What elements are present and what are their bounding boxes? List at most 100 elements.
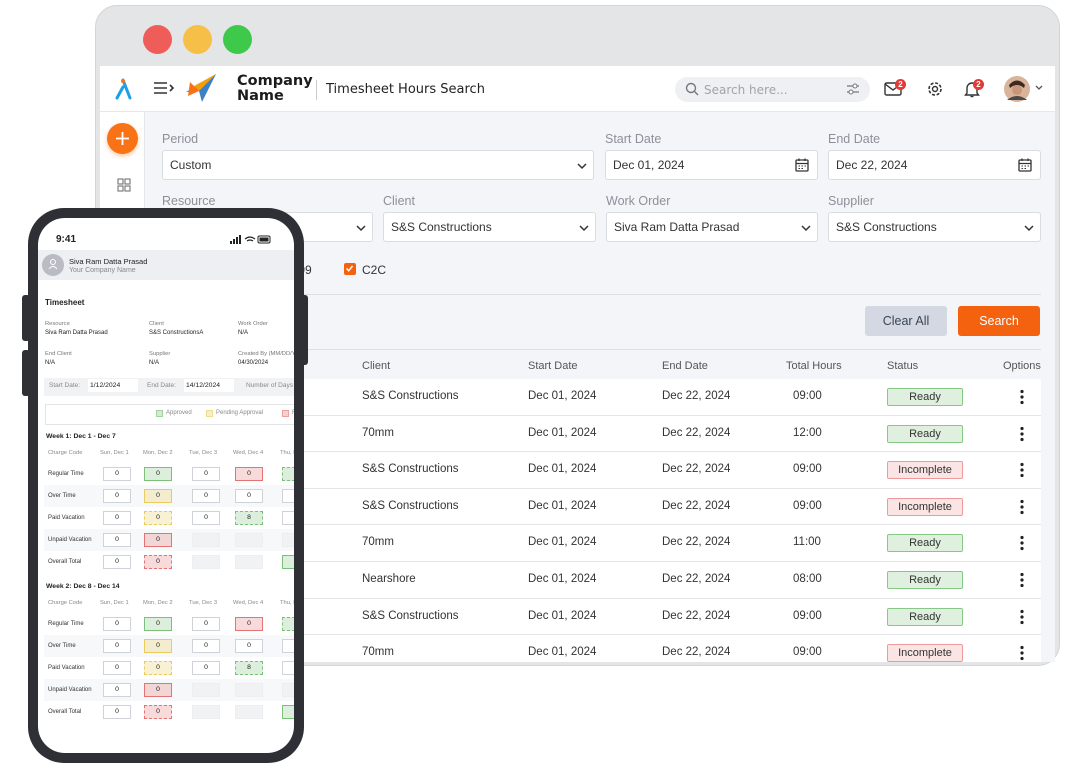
hours-input[interactable]: 0 [282, 705, 294, 719]
hours-input[interactable]: 0 [103, 661, 131, 675]
charge-code: Regular Time [48, 621, 84, 627]
column-header: Options [1003, 360, 1041, 372]
hours-input[interactable]: 0 [103, 617, 131, 631]
charge-code: Overall Total [48, 559, 82, 565]
add-icon [116, 132, 129, 145]
status-badge: Ready [887, 571, 963, 589]
week-column-header: Tue, Dec 3 [189, 600, 218, 606]
date-input[interactable]: Dec 22, 2024 [828, 150, 1041, 180]
hours-input[interactable]: 0 [144, 661, 172, 675]
hours-input[interactable]: 0 [103, 511, 131, 525]
hours-input[interactable]: 8 [235, 511, 263, 525]
hours-input[interactable]: 0 [192, 489, 220, 503]
hours-input[interactable]: 0 [282, 661, 294, 675]
hours-input[interactable]: 0 [282, 511, 294, 525]
hours-input[interactable]: 0 [144, 683, 172, 697]
start-date-cell: Dec 01, 2024 [528, 573, 597, 585]
charge-code: Over Time [48, 643, 76, 649]
hours-input[interactable]: 0 [192, 661, 220, 675]
select-input[interactable]: S&S Constructions [383, 212, 596, 242]
total-hours-cell: 08:00 [793, 573, 822, 585]
hours-input[interactable]: 0 [103, 489, 131, 503]
hours-input[interactable]: 0 [235, 467, 263, 481]
options-button[interactable] [1019, 426, 1025, 442]
hours-input[interactable]: 0 [103, 705, 131, 719]
hours-input[interactable]: 0 [192, 467, 220, 481]
options-button[interactable] [1019, 535, 1025, 551]
select-input[interactable]: Siva Ram Datta Prasad [606, 212, 818, 242]
hours-input[interactable]: 0 [144, 617, 172, 631]
profile-chevron[interactable] [1035, 85, 1043, 91]
dashboard-icon[interactable] [117, 178, 131, 192]
menu-icon[interactable] [153, 81, 175, 95]
options-button[interactable] [1019, 609, 1025, 625]
hours-input[interactable]: 0 [144, 511, 172, 525]
minimize-dot[interactable] [183, 25, 212, 54]
week-column-header: Thu, Dec 5 [280, 600, 294, 606]
hours-input[interactable]: 0 [103, 639, 131, 653]
end-date-cell: Dec 22, 2024 [662, 646, 731, 659]
field-label: Client [149, 321, 164, 327]
options-button[interactable] [1019, 645, 1025, 661]
week-column-header: Wed, Dec 4 [233, 450, 264, 456]
options-button[interactable] [1019, 389, 1025, 405]
date-input[interactable]: Dec 01, 2024 [605, 150, 818, 180]
hours-input[interactable]: 0 [144, 705, 172, 719]
settings-icon[interactable] [926, 80, 944, 98]
hours-input[interactable]: 0 [144, 639, 172, 653]
app-logo[interactable] [113, 78, 133, 100]
field-value: S&S ConstructionsA [149, 330, 204, 336]
options-button[interactable] [1019, 572, 1025, 588]
header-divider [316, 80, 317, 100]
hours-input[interactable]: 0 [282, 489, 294, 503]
hours-input[interactable]: 0 [103, 533, 131, 547]
hours-input[interactable]: 0 [235, 639, 263, 653]
week-column-header: Tue, Dec 3 [189, 450, 218, 456]
options-button[interactable] [1019, 499, 1025, 515]
hours-input[interactable]: 0 [144, 555, 172, 569]
hours-input[interactable]: 0 [103, 467, 131, 481]
hours-input[interactable]: 0 [144, 489, 172, 503]
close-dot[interactable] [143, 25, 172, 54]
search-button[interactable]: Search [958, 306, 1040, 336]
search-box[interactable] [675, 77, 870, 102]
filter-value: Siva Ram Datta Prasad [614, 220, 740, 234]
hours-input[interactable]: 0 [144, 533, 172, 547]
user-avatar-icon [48, 259, 58, 270]
date-value[interactable]: 14/12/2024 [184, 379, 234, 392]
hours-input[interactable]: 0 [144, 467, 172, 481]
checkbox-label: C2C [362, 263, 387, 277]
chevron-icon [801, 225, 811, 232]
date-value[interactable]: 1/12/2024 [88, 379, 138, 392]
checkbox[interactable] [344, 263, 356, 275]
filter-label: Period [162, 132, 199, 146]
hours-input[interactable]: 0 [192, 511, 220, 525]
clear-all-button[interactable]: Clear All [865, 306, 947, 336]
hours-input[interactable]: 0 [282, 639, 294, 653]
zoom-dot[interactable] [223, 25, 252, 54]
hours-input[interactable]: 0 [192, 639, 220, 653]
hours-input[interactable]: 8 [235, 661, 263, 675]
charge-code: Regular Time [48, 471, 84, 477]
start-date-cell: Dec 01, 2024 [528, 463, 597, 476]
select-input[interactable]: S&S Constructions [828, 212, 1041, 242]
hours-input[interactable]: 0 [235, 489, 263, 503]
hours-input[interactable]: 0 [282, 467, 294, 481]
avatar[interactable] [1004, 76, 1030, 102]
hours-input [192, 533, 220, 547]
status-badge: Incomplete [887, 644, 963, 662]
search-placeholder[interactable]: Search here... [704, 83, 788, 97]
legend-label: Approved [166, 410, 192, 416]
hours-input[interactable]: 0 [192, 617, 220, 631]
hours-input[interactable]: 0 [103, 555, 131, 569]
options-button[interactable] [1019, 462, 1025, 478]
select-input[interactable]: Custom [162, 150, 594, 180]
hours-input[interactable]: 0 [235, 617, 263, 631]
legend-swatch [156, 410, 163, 417]
hours-input[interactable]: 0 [282, 555, 294, 569]
filter-icon[interactable] [846, 83, 860, 95]
hours-input[interactable]: 0 [282, 617, 294, 631]
charge-code: Unpaid Vacation [48, 687, 92, 693]
charge-code: Paid Vacation [48, 515, 85, 521]
hours-input[interactable]: 0 [103, 683, 131, 697]
